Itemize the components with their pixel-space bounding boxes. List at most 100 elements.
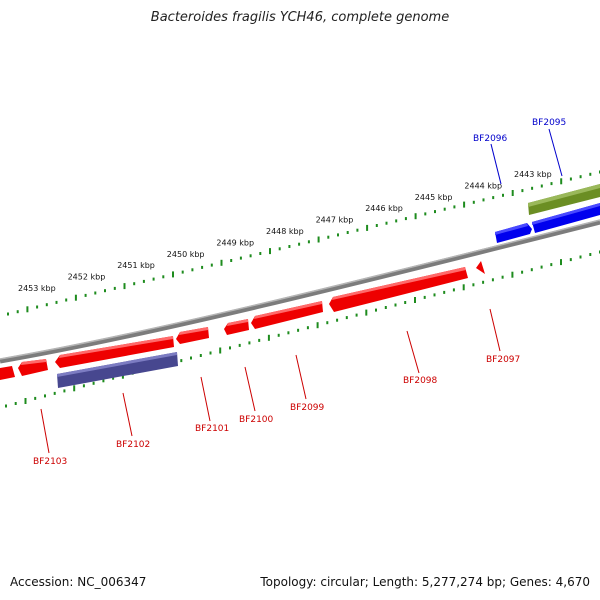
gene-bf2096: [495, 223, 532, 243]
gene-label-bf2099[interactable]: BF2099: [290, 403, 325, 413]
minor-tick: [258, 338, 261, 342]
minor-tick: [326, 321, 329, 325]
minor-tick: [287, 331, 290, 335]
scale-label: 2443 kbp: [514, 170, 552, 179]
major-tick: [511, 271, 514, 278]
minor-tick: [201, 265, 204, 269]
gene-label-bf2100[interactable]: BF2100: [239, 415, 274, 425]
minor-tick: [346, 231, 349, 234]
gene-bf2098: [329, 267, 468, 312]
scale-label: 2453 kbp: [18, 284, 56, 293]
major-tick: [463, 201, 466, 208]
minor-tick: [530, 268, 533, 272]
minor-tick: [501, 275, 504, 279]
scale-label: 2451 kbp: [117, 261, 155, 270]
major-tick: [560, 178, 563, 185]
minor-tick: [345, 316, 348, 320]
minor-tick: [434, 210, 436, 214]
minor-tick: [239, 256, 242, 260]
major-tick: [267, 334, 270, 341]
minor-tick: [355, 313, 358, 317]
minor-tick: [238, 343, 241, 347]
major-tick: [317, 236, 320, 243]
gene-label-bf2102[interactable]: BF2102: [116, 440, 150, 450]
major-tick: [414, 213, 417, 220]
minor-tick: [492, 196, 495, 200]
minor-tick: [133, 282, 136, 286]
minor-tick: [531, 186, 534, 190]
minor-tick: [5, 404, 7, 408]
gene-bf2102-purple: [57, 352, 178, 388]
minor-tick: [550, 182, 553, 186]
gene-label-bf2101[interactable]: BF2101: [195, 424, 229, 434]
minor-tick: [423, 295, 426, 299]
minor-tick: [230, 259, 233, 262]
minor-tick: [404, 217, 407, 221]
minor-tick: [55, 300, 58, 304]
minor-tick: [104, 289, 106, 293]
major-tick: [462, 284, 465, 291]
scale-label: 2446 kbp: [365, 204, 403, 213]
minor-tick: [162, 275, 165, 279]
minor-tick: [336, 318, 339, 322]
minor-tick: [327, 235, 330, 239]
genome-backbone: [0, 219, 600, 364]
minor-tick: [297, 328, 300, 332]
major-tick: [123, 283, 126, 290]
minor-tick: [199, 354, 202, 357]
gene-leader-lines: [40, 128, 563, 454]
minor-tick: [102, 379, 105, 383]
gene-bf2102-red: [55, 336, 174, 368]
minor-tick: [14, 402, 17, 405]
minor-tick: [443, 207, 446, 211]
minor-tick: [589, 253, 592, 256]
major-tick: [26, 306, 29, 313]
minor-tick: [229, 346, 231, 350]
minor-tick: [63, 389, 66, 393]
scale-label: 2450 kbp: [167, 250, 205, 259]
genome-summary-text: Topology: circular; Length: 5,277,274 bp…: [260, 575, 590, 589]
minor-tick: [375, 224, 378, 227]
major-tick: [365, 309, 368, 316]
minor-tick: [569, 177, 572, 181]
minor-tick: [540, 184, 543, 188]
minor-tick: [92, 381, 95, 385]
gene-label-bf2095[interactable]: BF2095: [532, 118, 566, 128]
scale-label: 2445 kbp: [415, 193, 453, 202]
scale-label: 2447 kbp: [316, 216, 354, 225]
minor-tick: [53, 391, 56, 395]
minor-tick: [180, 359, 183, 363]
major-tick: [269, 248, 271, 255]
minor-tick: [288, 245, 291, 248]
minor-tick: [248, 341, 251, 345]
minor-tick: [84, 293, 87, 297]
major-tick: [316, 322, 319, 329]
minor-tick: [44, 394, 46, 398]
scale-label: 2452 kbp: [68, 273, 106, 282]
minor-tick: [94, 291, 97, 295]
major-tick: [511, 190, 514, 196]
gene-label-bf2097[interactable]: BF2097: [486, 355, 520, 365]
minor-tick: [375, 308, 377, 312]
minor-tick: [482, 280, 485, 284]
gene-labels: BF2095 BF2096 BF2097 BF2098 BF2099 BF210…: [33, 118, 566, 467]
gene-label-bf2098[interactable]: BF2098: [403, 376, 438, 386]
minor-tick: [395, 219, 398, 223]
minor-tick: [36, 305, 39, 309]
gene-label-bf2103[interactable]: BF2103: [33, 457, 67, 467]
reverse-genes: [0, 261, 485, 388]
minor-tick: [306, 326, 309, 330]
minor-tick: [210, 263, 213, 267]
gene-left-edge: [0, 366, 15, 380]
minor-tick: [472, 200, 475, 204]
gene-label-bf2096[interactable]: BF2096: [473, 134, 508, 144]
minor-tick: [550, 263, 553, 267]
minor-tick: [452, 288, 455, 292]
minor-tick: [384, 306, 387, 309]
major-tick: [414, 297, 416, 303]
scale-label: 2449 kbp: [216, 238, 254, 247]
minor-tick: [113, 286, 116, 290]
minor-tick: [521, 189, 524, 193]
scale-label: 2444 kbp: [464, 181, 502, 190]
major-tick: [219, 347, 222, 354]
